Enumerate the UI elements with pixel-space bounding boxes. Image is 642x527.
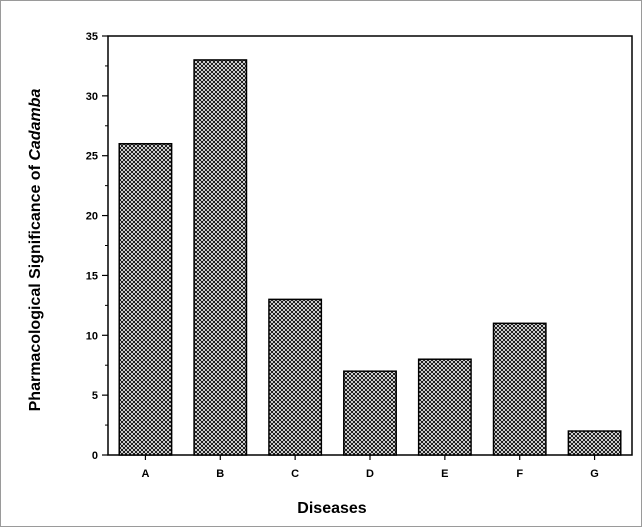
y-tick-label: 30 (86, 91, 98, 103)
bars (118, 59, 622, 456)
y-tick-label: 0 (92, 450, 98, 462)
bar-D (343, 370, 397, 456)
bar-E (417, 358, 472, 456)
x-tick-label-A: A (141, 468, 149, 480)
x-tick-label-B: B (216, 468, 224, 480)
y-axis: 0 5 10 15 20 25 30 35 (86, 31, 108, 462)
y-tick-label: 15 (86, 270, 98, 282)
y-tick-label: 10 (86, 330, 98, 342)
x-tick-label-G: G (590, 468, 599, 480)
y-axis-title-italic: Cadamba (27, 89, 44, 161)
y-tick-label: 35 (86, 31, 98, 43)
y-tick-label: 20 (86, 211, 98, 223)
bar-G (567, 430, 622, 456)
y-axis-title-main: Pharmacological Significance of (27, 161, 44, 412)
x-tick-label-E: E (441, 468, 448, 480)
x-axis-title: Diseases (297, 500, 366, 517)
y-axis-title: Pharmacological Significance of Cadamba (27, 89, 44, 412)
x-tick-label-F: F (516, 468, 523, 480)
y-tick-label: 25 (86, 151, 98, 163)
bar-C (268, 298, 323, 456)
x-axis: A B C D E F G (141, 455, 599, 480)
x-tick-label-D: D (366, 468, 374, 480)
bar-F (492, 322, 547, 456)
bar-B (193, 59, 248, 456)
y-tick-label: 5 (92, 390, 98, 402)
bar-A (118, 142, 173, 456)
x-tick-label-C: C (291, 468, 299, 480)
